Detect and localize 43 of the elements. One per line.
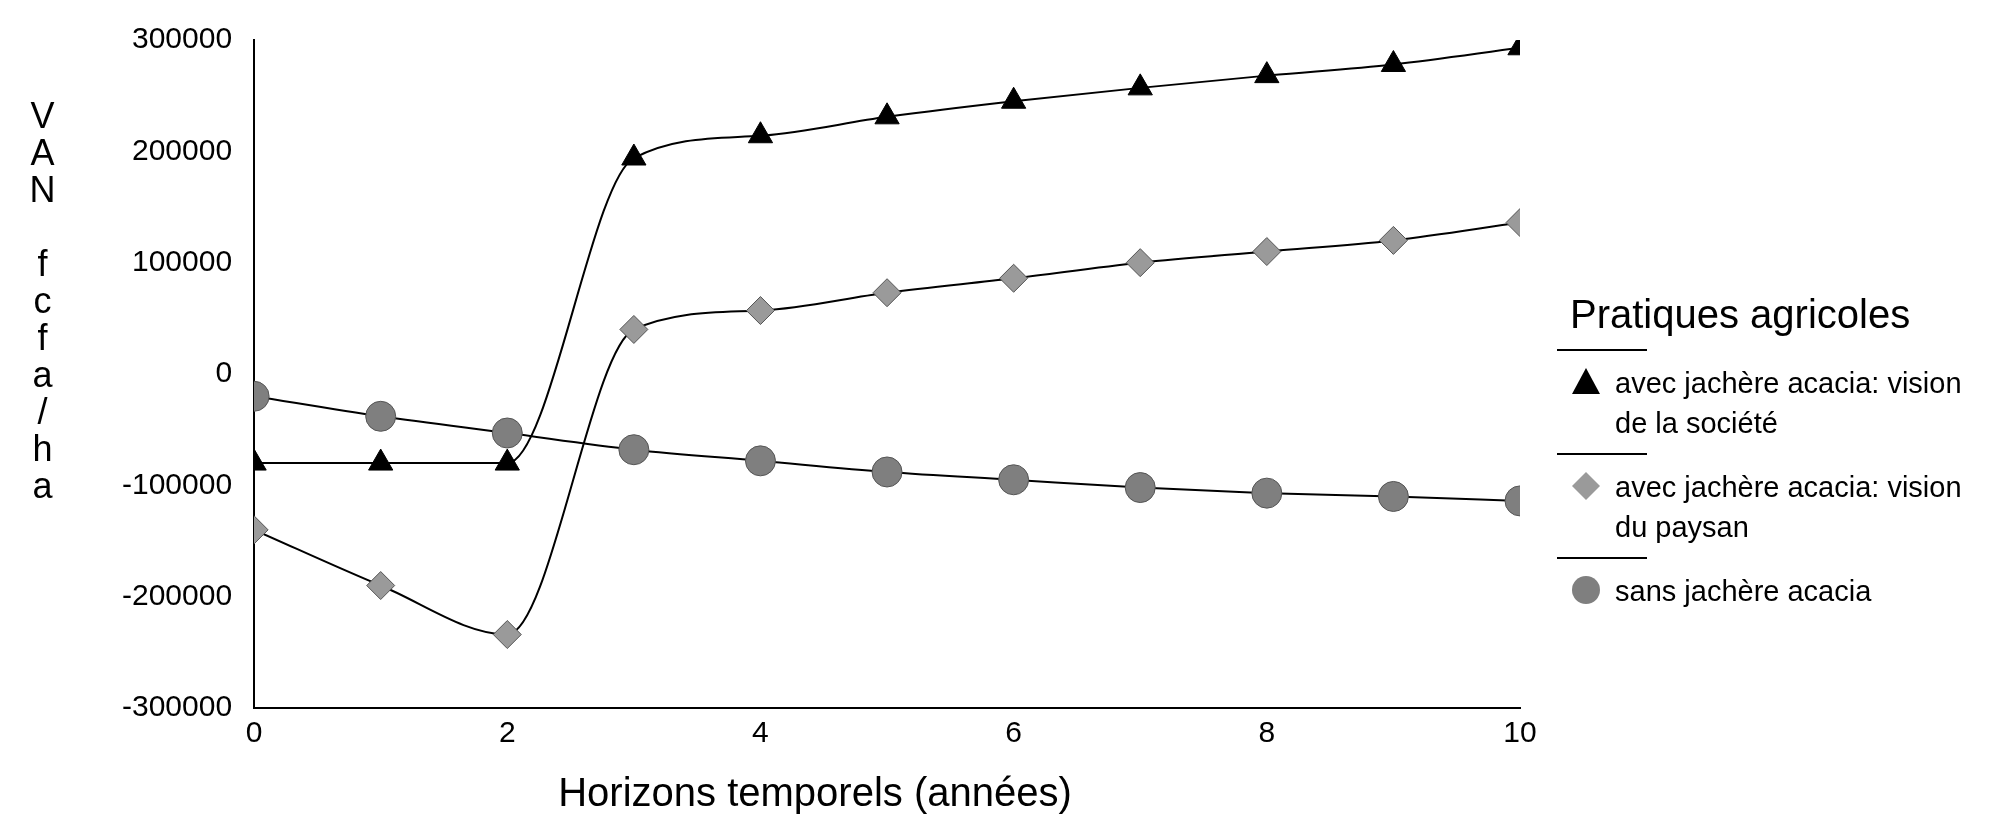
- point: [744, 445, 776, 477]
- point: [365, 400, 397, 432]
- point: [1001, 86, 1027, 109]
- x-tick-label: 6: [1005, 715, 1022, 749]
- y-tick-label: -200000: [121, 577, 233, 611]
- y-tick-label: -300000: [121, 689, 233, 723]
- point: [998, 464, 1030, 496]
- point: [747, 121, 774, 144]
- x-tick-label: 8: [1258, 715, 1276, 749]
- point: [1378, 225, 1408, 255]
- y-axis-title: VAN fcfa/ha: [22, 95, 63, 502]
- y-tick-label: 200000: [131, 132, 233, 166]
- y-tick-label: 0: [215, 355, 233, 389]
- point: [999, 263, 1029, 293]
- point: [871, 456, 903, 488]
- legend-title: Pratiques agricoles: [1570, 292, 1912, 337]
- point: [366, 571, 396, 601]
- x-tick-label: 2: [498, 715, 516, 749]
- legend-label: avec jachère acacia: vision du paysan: [1615, 470, 1963, 545]
- point: [1124, 472, 1156, 504]
- x-tick-label: 10: [1503, 715, 1537, 749]
- x-tick-label: 4: [752, 715, 769, 749]
- y-tick-label: 100000: [131, 243, 233, 277]
- point: [874, 102, 900, 125]
- x-tick-label: 0: [245, 715, 263, 749]
- point: [1254, 61, 1280, 84]
- point: [1377, 480, 1409, 512]
- point: [618, 434, 650, 466]
- point: [1251, 477, 1283, 509]
- y-tick-label: -100000: [121, 466, 233, 500]
- legend-label: sans jachère acacia: [1615, 574, 1872, 609]
- point: [492, 620, 522, 650]
- point: [621, 143, 647, 166]
- point: [1127, 73, 1153, 96]
- point: [619, 314, 649, 344]
- point: [1125, 248, 1155, 278]
- x-axis-title: Horizons temporels (années): [557, 770, 1073, 815]
- point: [745, 296, 775, 326]
- point: [491, 417, 523, 449]
- point: [1380, 49, 1407, 72]
- point: [872, 278, 902, 308]
- y-tick-label: 300000: [131, 21, 233, 55]
- legend-label: avec jachère acacia: vision de la société: [1615, 366, 1963, 441]
